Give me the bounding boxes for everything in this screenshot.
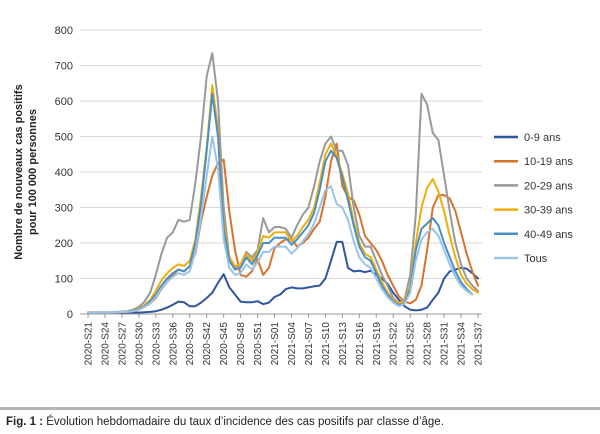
y-tick-label: 300 (55, 203, 73, 215)
legend-label: 40-49 ans (524, 229, 573, 241)
figure-caption: Fig. 1 : Évolution hebdomadaire du taux … (6, 416, 444, 428)
caption-text: Évolution hebdomadaire du taux d’inciden… (43, 416, 444, 428)
caption-label: Fig. 1 : (6, 416, 44, 428)
x-tick-label: 2021-S19 (372, 322, 383, 366)
y-tick-label: 500 (55, 132, 73, 144)
y-axis-ticks: 0 100 200 300 400 500 600 700 800 (55, 25, 73, 321)
x-tick-label: 2020-S24 (100, 322, 111, 366)
legend-label: 20-29 ans (524, 180, 573, 192)
y-tick-label: 700 (55, 61, 73, 73)
y-tick-label: 200 (55, 238, 73, 250)
x-tick-label: 2020-S42 (202, 322, 213, 366)
x-tick-label: 2021-S16 (355, 322, 366, 366)
x-tick-label: 2021-S01 (270, 322, 281, 366)
chart-area: 0 100 200 300 400 500 600 700 800 2020-S21 2020-S… (13, 25, 574, 366)
series-lines (87, 52, 479, 314)
x-tick-label: 2021-S31 (440, 322, 451, 366)
x-tick-label: 2021-S10 (321, 322, 332, 366)
x-tick-label: 2021-S04 (287, 322, 298, 366)
y-axis-title-line2: pour 100 000 personnes (27, 109, 39, 235)
series-line-1 (87, 240, 479, 314)
series-line-6 (87, 135, 474, 314)
x-tick-label: 2020-S21 (84, 322, 95, 366)
x-axis-ticks: 2020-S21 2020-S24 2020-S27 2020-S30 2020-S33… (84, 314, 485, 365)
x-tick-label: 2020-S27 (117, 322, 128, 366)
x-tick-label: 2021-S13 (338, 322, 349, 366)
legend-label: 0-9 ans (524, 132, 561, 144)
x-tick-label: 2021-S07 (304, 322, 315, 366)
legend: 0-9 ans 10-19 ans 20-29 ans 30-39 ans 40-49 … (494, 132, 573, 265)
x-tick-label: 2020-S30 (134, 322, 145, 366)
legend-label: Tous (524, 253, 548, 265)
legend-label: 10-19 ans (524, 156, 573, 168)
x-tick-label: 2021-S34 (457, 322, 468, 366)
x-tick-label: 2020-S51 (253, 322, 264, 366)
x-tick-label: 2021-S22 (389, 322, 400, 366)
y-tick-label: 0 (67, 309, 73, 321)
x-tick-label: 2020-S48 (236, 322, 247, 366)
y-tick-label: 800 (55, 25, 73, 37)
y-tick-label: 400 (55, 167, 73, 179)
gridlines (80, 29, 482, 315)
x-tick-label: 2021-S28 (423, 322, 434, 366)
x-tick-label: 2021-S37 (474, 322, 485, 366)
x-tick-label: 2020-S39 (185, 322, 196, 366)
y-tick-label: 600 (55, 96, 73, 108)
x-tick-label: 2020-S36 (168, 322, 179, 366)
series-line-5 (87, 92, 474, 314)
x-tick-label: 2020-S33 (151, 322, 162, 366)
series-line-3 (87, 52, 479, 314)
caption-divider (0, 407, 600, 410)
y-axis-title-line1: Nombre de nouveaux cas positifs (13, 84, 25, 259)
x-tick-label: 2020-S45 (219, 322, 230, 366)
x-tick-label: 2021-S25 (406, 322, 417, 366)
legend-label: 30-39 ans (524, 205, 573, 217)
y-tick-label: 100 (55, 274, 73, 286)
